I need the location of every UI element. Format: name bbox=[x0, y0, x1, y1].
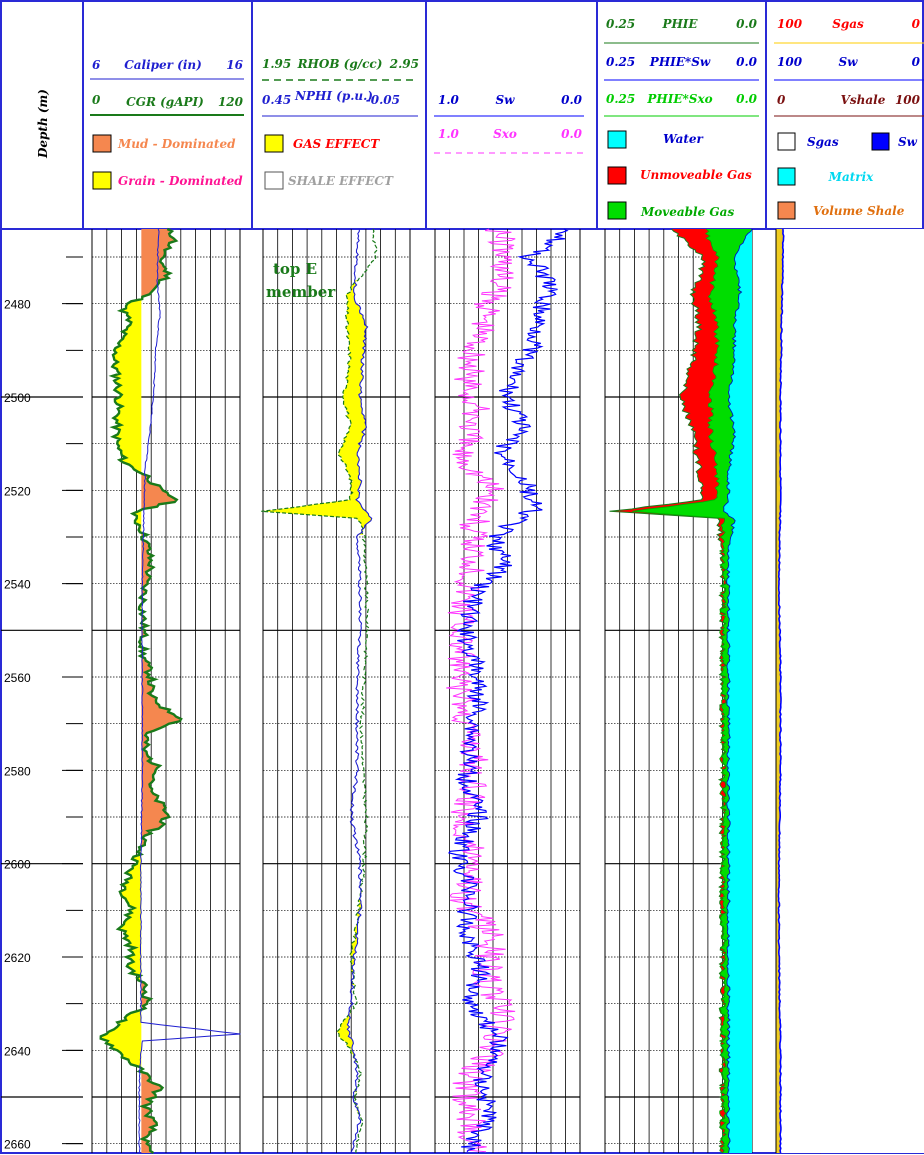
sw-curve bbox=[448, 228, 569, 1153]
depth-tick-label: 2480 bbox=[4, 298, 31, 312]
moveable-gas-swatch bbox=[607, 201, 627, 220]
sw5-right-scale: 0 bbox=[912, 55, 921, 69]
depth-tick-label: 2620 bbox=[4, 951, 31, 965]
sgas-name: Sgas bbox=[832, 17, 864, 31]
sw-legend-label: Sw bbox=[898, 135, 918, 149]
depth-axis-title: Depth (m) bbox=[36, 89, 50, 159]
depth-ticks: 2480 2500 2520 2540 2560 2580 2600 2620 2640 2660 bbox=[4, 298, 83, 1152]
cgr-name: CGR (gAPI) bbox=[126, 95, 204, 109]
sgas-fill bbox=[778, 229, 924, 1153]
sw-left-scale: 1.0 bbox=[438, 93, 460, 107]
rhob-name: RHOB (g/cc) bbox=[297, 57, 383, 71]
track-curves bbox=[99, 227, 924, 1154]
phie-sw-curve bbox=[723, 228, 753, 1154]
shale-effect-swatch bbox=[264, 171, 284, 190]
grain-dominated-swatch bbox=[92, 171, 112, 190]
nphi-name: NPHI (p.u.) bbox=[294, 89, 373, 103]
nphi-curve bbox=[346, 228, 373, 1154]
water-label: Water bbox=[663, 132, 704, 146]
track3-header: 1.0 Sw 0.0 1.0 Sxo 0.0 bbox=[434, 93, 584, 154]
sxo-name: Sxo bbox=[493, 127, 517, 141]
gas-effect-fill bbox=[261, 280, 372, 1116]
moveable-gas-label: Moveable Gas bbox=[640, 205, 734, 219]
track2-grid bbox=[262, 229, 411, 1153]
matrix-legend-label: Matrix bbox=[828, 170, 874, 184]
vshale-legend-label: Volume Shale bbox=[813, 204, 905, 218]
water-swatch bbox=[607, 130, 627, 149]
sxo-curve bbox=[446, 228, 516, 1153]
vshale-name: Vshale bbox=[841, 93, 886, 107]
nphi-left-scale: 0.45 bbox=[262, 93, 291, 107]
phie-sxo-left-scale: 0.25 bbox=[606, 92, 635, 106]
sw5-name: Sw bbox=[839, 55, 859, 69]
sgas-swatch bbox=[777, 132, 796, 151]
gas-effect-label: GAS EFFECT bbox=[293, 137, 380, 151]
track1-header: 6 Caliper (in) 16 0 CGR (gAPI) 120 Mud -… bbox=[90, 58, 244, 190]
log-header: Depth (m) 6 Caliper (in) 16 0 CGR (gAPI)… bbox=[0, 0, 924, 230]
rhob-right-scale: 2.95 bbox=[389, 57, 419, 71]
unmoveable-gas-swatch bbox=[607, 166, 627, 185]
depth-tick-label: 2560 bbox=[4, 671, 31, 685]
phie-sw-name: PHIE*Sw bbox=[649, 55, 711, 69]
depth-tick-label: 2540 bbox=[4, 578, 31, 592]
cgr-left-scale: 0 bbox=[92, 93, 101, 107]
mud-dominated-fill bbox=[141, 229, 182, 1153]
vshale-swatch bbox=[777, 201, 796, 220]
phie-right-scale: 0.0 bbox=[736, 17, 758, 31]
sxo-left-scale: 1.0 bbox=[438, 127, 460, 141]
depth-tick-label: 2500 bbox=[4, 391, 31, 405]
mud-dominated-label: Mud - Dominated bbox=[117, 137, 236, 151]
depth-tick-label: 2600 bbox=[4, 858, 31, 872]
rhob-curve bbox=[261, 228, 378, 1154]
sgas-legend-label: Sgas bbox=[807, 135, 839, 149]
water-fill bbox=[723, 229, 752, 1153]
phie-name: PHIE bbox=[661, 17, 698, 31]
track3-grid bbox=[434, 229, 581, 1153]
sw-name: Sw bbox=[496, 93, 516, 107]
gas-effect-swatch bbox=[264, 134, 284, 153]
unmoveable-gas-fill bbox=[609, 229, 727, 1153]
phie-left-scale: 0.25 bbox=[606, 17, 635, 31]
shale-effect-label: SHALE EFFECT bbox=[288, 174, 394, 188]
phie-sw-right-scale: 0.0 bbox=[736, 55, 758, 69]
sw5-left-scale: 100 bbox=[777, 55, 803, 69]
caliper-left-scale: 6 bbox=[92, 58, 101, 72]
depth-tick-label: 2520 bbox=[4, 484, 31, 498]
formation-top-label-line1: top E bbox=[273, 260, 317, 278]
formation-top-label-line2: member bbox=[266, 283, 336, 301]
cgr-curve bbox=[99, 227, 183, 1154]
sgas-right-scale: 0 bbox=[912, 17, 921, 31]
caliper-right-scale: 16 bbox=[226, 58, 243, 72]
depth-tick-label: 2580 bbox=[4, 764, 31, 778]
track2-header: 1.95 RHOB (g/cc) 2.95 0.45 NPHI (p.u.) -… bbox=[262, 57, 419, 190]
depth-tick-label: 2660 bbox=[4, 1138, 31, 1152]
mud-dominated-swatch bbox=[92, 134, 112, 153]
cgr-right-scale: 120 bbox=[218, 95, 244, 109]
caliper-name: Caliper (in) bbox=[124, 58, 202, 72]
phie-sw-left-scale: 0.25 bbox=[606, 55, 635, 69]
caliper-curve bbox=[138, 228, 241, 1153]
sxo-right-scale: 0.0 bbox=[561, 127, 583, 141]
vshale-right-scale: 100 bbox=[895, 93, 921, 107]
track4-header: 0.25 PHIE 0.0 0.25 PHIE*Sw 0.0 0.25 PHIE… bbox=[604, 17, 759, 220]
sw5-curve bbox=[777, 228, 785, 1154]
track-grids bbox=[1, 229, 753, 1153]
sw-right-scale: 0.0 bbox=[561, 93, 583, 107]
depth-tick-label: 2640 bbox=[4, 1044, 31, 1058]
rhob-left-scale: 1.95 bbox=[262, 57, 291, 71]
vshale-left-scale: 0 bbox=[777, 93, 786, 107]
unmoveable-gas-label: Unmoveable Gas bbox=[640, 168, 752, 182]
sw-swatch bbox=[871, 132, 890, 151]
grain-dominated-label: Grain - Dominated bbox=[118, 174, 243, 188]
track5-header: 100 Sgas 0 100 Sw 0 0 Vshale 100 Sgas Sw… bbox=[774, 17, 924, 220]
grain-dominated-fill bbox=[100, 229, 142, 1153]
phie-sxo-right-scale: 0.0 bbox=[736, 92, 758, 106]
matrix-swatch bbox=[777, 167, 796, 186]
nphi-right-scale: -0.05 bbox=[366, 93, 400, 107]
sgas-left-scale: 100 bbox=[777, 17, 803, 31]
phie-sxo-name: PHIE*Sxo bbox=[646, 92, 712, 106]
phie-sxo-curve bbox=[632, 228, 727, 1154]
